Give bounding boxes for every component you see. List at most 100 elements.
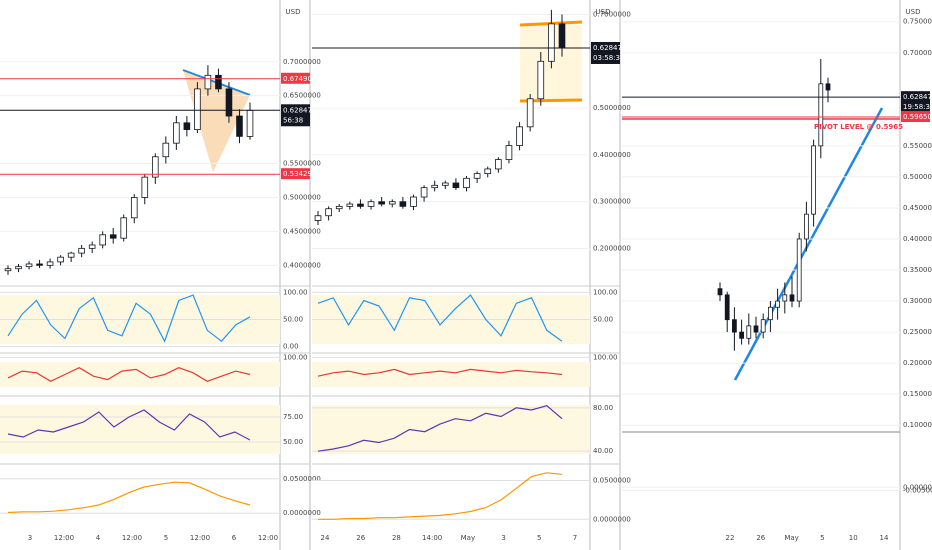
x-tick-label: 5 <box>164 534 168 542</box>
candle-body <box>441 182 449 186</box>
y-tick-label: 0.1500000 <box>903 390 932 398</box>
pane-band <box>0 405 280 454</box>
price-tag-label: 0.6284700 <box>283 106 321 114</box>
candle-body <box>463 177 470 189</box>
candle-body <box>768 306 773 321</box>
y-tick-label: 50.00 <box>283 438 303 446</box>
y-tick-label: 0.0500000 <box>593 477 631 485</box>
trend-line <box>733 107 884 381</box>
candle-body <box>495 159 502 170</box>
pane-band <box>312 362 590 387</box>
y-tick-label: 0.4500000 <box>283 227 321 235</box>
candle-body <box>152 156 159 178</box>
candle-body <box>775 300 780 308</box>
x-tick-label: 14 <box>880 534 889 542</box>
candle-body <box>4 268 12 272</box>
price-tag-label: 0.5342900 <box>283 170 321 178</box>
y-tick-label: 40.00 <box>593 447 613 455</box>
indicator-line <box>7 409 251 441</box>
candle-body <box>399 201 407 207</box>
x-tick-label: May <box>784 534 798 542</box>
candle-body <box>335 205 343 210</box>
x-tick-label: 24 <box>321 534 330 542</box>
y-tick-label: -0.0050000 <box>903 486 932 494</box>
candle-body <box>109 234 117 239</box>
candle-body <box>215 74 222 90</box>
y-tick-label: 0.7500000 <box>903 18 932 26</box>
indicator-line <box>7 294 251 343</box>
candle-body <box>804 213 809 240</box>
y-tick-label: 0.2000000 <box>903 359 932 367</box>
countdown-label: 03:58:38 <box>593 54 624 62</box>
y-tick-label: 75.00 <box>283 413 303 421</box>
y-tick-label: 0.0000000 <box>903 483 932 491</box>
candle-body <box>388 201 396 205</box>
candle-body <box>753 325 759 333</box>
y-tick-label: 0.7000000 <box>283 58 321 66</box>
y-tick-label: 0.3000000 <box>903 297 932 305</box>
candle-body <box>141 176 149 198</box>
candle-body <box>410 196 417 207</box>
y-tick-label: 100.00 <box>283 288 308 296</box>
y-tick-label: 0.0000000 <box>283 509 321 517</box>
candle-body <box>782 294 788 302</box>
candle-body <box>325 208 332 217</box>
x-tick-label: 6 <box>232 534 237 542</box>
y-tick-label: 0.5000000 <box>283 193 321 201</box>
price-tag <box>591 41 620 64</box>
candle-body <box>760 319 766 333</box>
y-tick-label: 0.00 <box>283 343 299 351</box>
y-tick-label: 0.5500000 <box>283 160 321 168</box>
candle-body <box>25 263 33 268</box>
candle-body <box>724 294 730 321</box>
y-tick-label: 0.4000000 <box>593 151 631 159</box>
candle-body <box>183 122 191 131</box>
y-tick-label: 100.00 <box>593 353 618 361</box>
candle-body <box>204 74 212 90</box>
y-tick-label: 50.00 <box>593 316 613 324</box>
y-tick-label: 0.7000000 <box>903 49 932 57</box>
price-tag <box>901 111 930 123</box>
x-tick-label: May <box>461 534 475 542</box>
candle-body <box>46 261 54 266</box>
x-tick-label: 26 <box>356 534 365 542</box>
x-tick-label: 14:00 <box>422 534 442 542</box>
x-tick-label: 4 <box>96 534 101 542</box>
candle-body <box>314 215 322 221</box>
candle-body <box>15 266 22 270</box>
candle-body <box>130 197 138 219</box>
x-tick-label: 22 <box>726 534 735 542</box>
candle-body <box>746 325 752 339</box>
y-tick-label: 80.00 <box>593 404 613 412</box>
candle-body <box>452 182 460 189</box>
candle-body <box>162 142 170 158</box>
candle-body <box>246 109 254 137</box>
y-tick-label: 0.0500000 <box>283 475 321 483</box>
indicator-line <box>317 405 563 452</box>
candle-body <box>739 331 744 339</box>
candle-body <box>194 88 201 131</box>
candle-body <box>67 252 75 258</box>
candle-body <box>99 234 106 246</box>
candle-body <box>120 217 128 239</box>
candle-body <box>346 203 354 207</box>
y-tick-label: 50.00 <box>283 316 303 324</box>
y-tick-label: 0.7000000 <box>593 11 631 19</box>
candle-body <box>811 145 816 215</box>
x-tick-label: 12:00 <box>190 534 210 542</box>
y-tick-label: 100.00 <box>283 353 308 361</box>
x-tick-label: 5 <box>537 534 541 542</box>
y-tick-label: 0.3500000 <box>903 266 932 274</box>
candle-body <box>537 60 545 100</box>
candle-body <box>420 187 428 198</box>
candle-body <box>548 23 555 62</box>
y-tick-label: 0.3000000 <box>593 198 631 206</box>
x-tick-label: 12:00 <box>258 534 278 542</box>
candle-body <box>36 263 43 266</box>
x-tick-label: 10 <box>849 534 858 542</box>
candle-body <box>796 238 802 302</box>
unit-label: USD <box>906 8 921 16</box>
y-tick-label: 0.4000000 <box>903 235 932 243</box>
